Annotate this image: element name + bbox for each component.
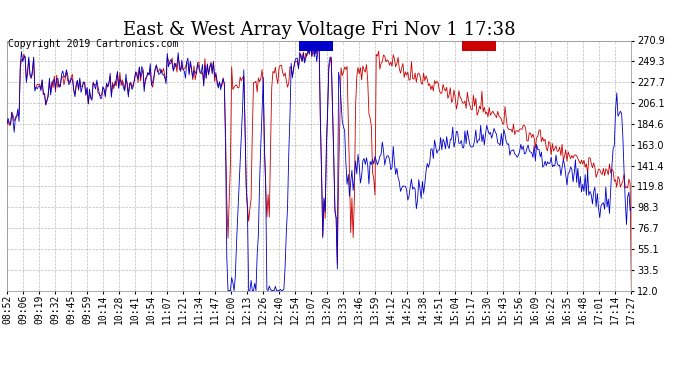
Legend: East Array  (DC Volts), West Array  (DC Volts): East Array (DC Volts), West Array (DC Vo… — [298, 40, 627, 53]
Text: Copyright 2019 Cartronics.com: Copyright 2019 Cartronics.com — [8, 39, 179, 50]
Title: East & West Array Voltage Fri Nov 1 17:38: East & West Array Voltage Fri Nov 1 17:3… — [123, 21, 515, 39]
